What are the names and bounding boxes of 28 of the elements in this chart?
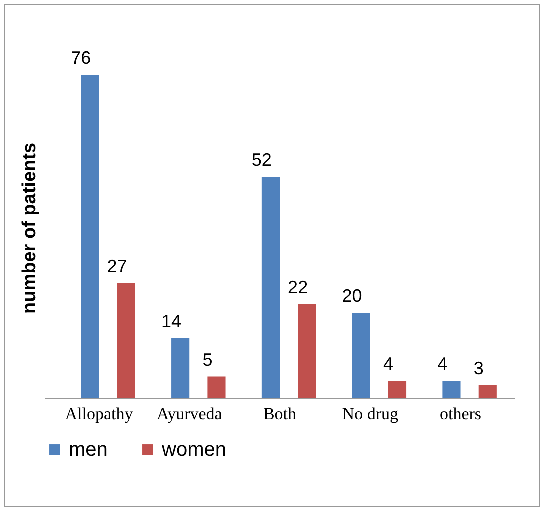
- x-tick-label: others: [440, 404, 482, 424]
- data-label: 5: [202, 350, 213, 370]
- bar: [388, 381, 407, 398]
- data-label: 20: [342, 286, 362, 306]
- legend-label: men: [69, 439, 108, 461]
- bar: [262, 177, 280, 398]
- bar: [442, 381, 461, 398]
- data-label: 4: [438, 354, 448, 374]
- data-label: 52: [252, 150, 272, 170]
- x-tick-label: No drug: [342, 404, 399, 424]
- data-label: 14: [162, 312, 182, 332]
- bar: [208, 376, 226, 398]
- bar: [172, 338, 190, 398]
- bar: [352, 313, 370, 398]
- data-label: 3: [474, 358, 484, 378]
- data-label: 27: [107, 256, 128, 276]
- x-tick-label: Both: [263, 404, 298, 424]
- y-axis-title: number of patients: [20, 142, 40, 314]
- bar: [81, 75, 100, 398]
- x-tick-label: Ayurveda: [156, 404, 223, 424]
- data-label: 22: [288, 278, 308, 298]
- legend-label: women: [161, 439, 226, 461]
- bar: [298, 304, 316, 398]
- bar: [478, 385, 497, 398]
- x-tick-label: Allopathy: [65, 404, 134, 424]
- bar: [117, 283, 136, 398]
- data-label: 76: [71, 48, 92, 68]
- data-label: 4: [383, 354, 394, 374]
